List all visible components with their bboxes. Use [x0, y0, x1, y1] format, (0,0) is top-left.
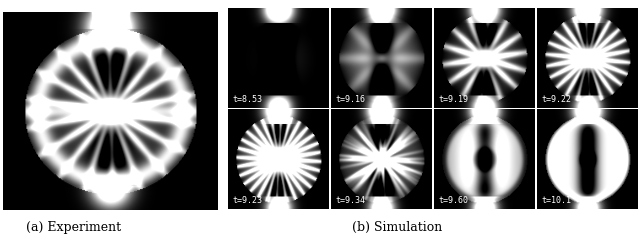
Text: t=9.19: t=9.19 [438, 95, 468, 104]
Text: t=10.1: t=10.1 [541, 196, 571, 205]
Text: t=8.53: t=8.53 [232, 95, 262, 104]
Text: (b) Simulation: (b) Simulation [351, 221, 442, 234]
Text: t=9.22: t=9.22 [541, 95, 571, 104]
Text: t=9.16: t=9.16 [335, 95, 365, 104]
Text: (a) Experiment: (a) Experiment [26, 221, 121, 234]
Text: t=9.60: t=9.60 [438, 196, 468, 205]
Text: t=9.34: t=9.34 [335, 196, 365, 205]
Text: t=9.23: t=9.23 [232, 196, 262, 205]
